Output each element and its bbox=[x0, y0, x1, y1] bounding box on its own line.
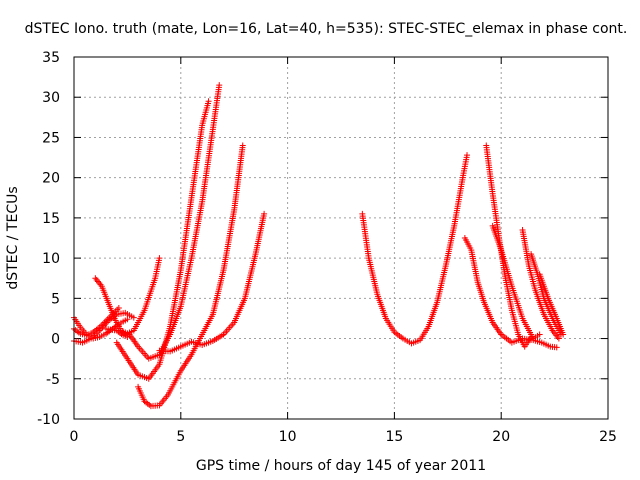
data-point bbox=[130, 314, 137, 321]
series-11-markers bbox=[461, 235, 560, 351]
data-point bbox=[205, 98, 212, 105]
y-tick-label: 5 bbox=[51, 291, 60, 307]
y-tick-label: 35 bbox=[42, 50, 60, 66]
series-8-markers bbox=[135, 142, 246, 410]
series-9-markers bbox=[156, 210, 268, 355]
series-7-markers bbox=[117, 82, 223, 362]
y-tick-labels: -10 -5 0 5 10 15 20 25 30 35 bbox=[37, 50, 60, 428]
y-tick-label: 15 bbox=[42, 211, 60, 227]
y-tick-label: -5 bbox=[46, 372, 60, 388]
x-tick-label: 20 bbox=[492, 429, 510, 445]
data-point bbox=[464, 152, 471, 159]
series-6-markers bbox=[113, 98, 212, 382]
data-point bbox=[536, 331, 543, 338]
x-tick-label: 10 bbox=[279, 429, 297, 445]
plot-frame bbox=[73, 56, 609, 420]
x-tick-label: 15 bbox=[385, 429, 403, 445]
series-13-markers bbox=[489, 222, 543, 342]
data-point bbox=[124, 316, 131, 323]
x-axis-label: GPS time / hours of day 145 of year 2011 bbox=[196, 458, 486, 474]
x-tick-label: 5 bbox=[176, 429, 185, 445]
data-point bbox=[115, 304, 122, 311]
y-tick-label: -10 bbox=[37, 412, 60, 428]
data-point bbox=[553, 344, 560, 351]
chart-title: dSTEC Iono. truth (mate, Lon=16, Lat=40,… bbox=[25, 21, 628, 37]
series-16-markers bbox=[536, 271, 567, 338]
series-10-markers bbox=[359, 152, 471, 347]
y-tick-label: 0 bbox=[51, 332, 60, 348]
data-point bbox=[216, 82, 223, 89]
series-12-markers bbox=[483, 142, 535, 350]
series-14-markers bbox=[519, 226, 562, 342]
series-5-markers bbox=[103, 255, 163, 339]
y-tick-label: 10 bbox=[42, 251, 60, 267]
x-tick-label: 0 bbox=[70, 429, 79, 445]
axis-ticks bbox=[73, 56, 609, 420]
data-point bbox=[156, 255, 163, 262]
data-point bbox=[555, 335, 562, 342]
x-tick-label: 25 bbox=[599, 429, 617, 445]
data-points bbox=[71, 82, 567, 410]
y-tick-label: 20 bbox=[42, 171, 60, 187]
grid-lines bbox=[74, 57, 608, 419]
x-tick-labels: 0 5 10 15 20 25 bbox=[70, 429, 617, 445]
data-point bbox=[261, 210, 268, 217]
y-tick-label: 25 bbox=[42, 130, 60, 146]
y-tick-label: 30 bbox=[42, 90, 60, 106]
data-point bbox=[239, 142, 246, 149]
y-axis-label: dSTEC / TECUs bbox=[5, 186, 21, 289]
data-point bbox=[560, 331, 567, 338]
